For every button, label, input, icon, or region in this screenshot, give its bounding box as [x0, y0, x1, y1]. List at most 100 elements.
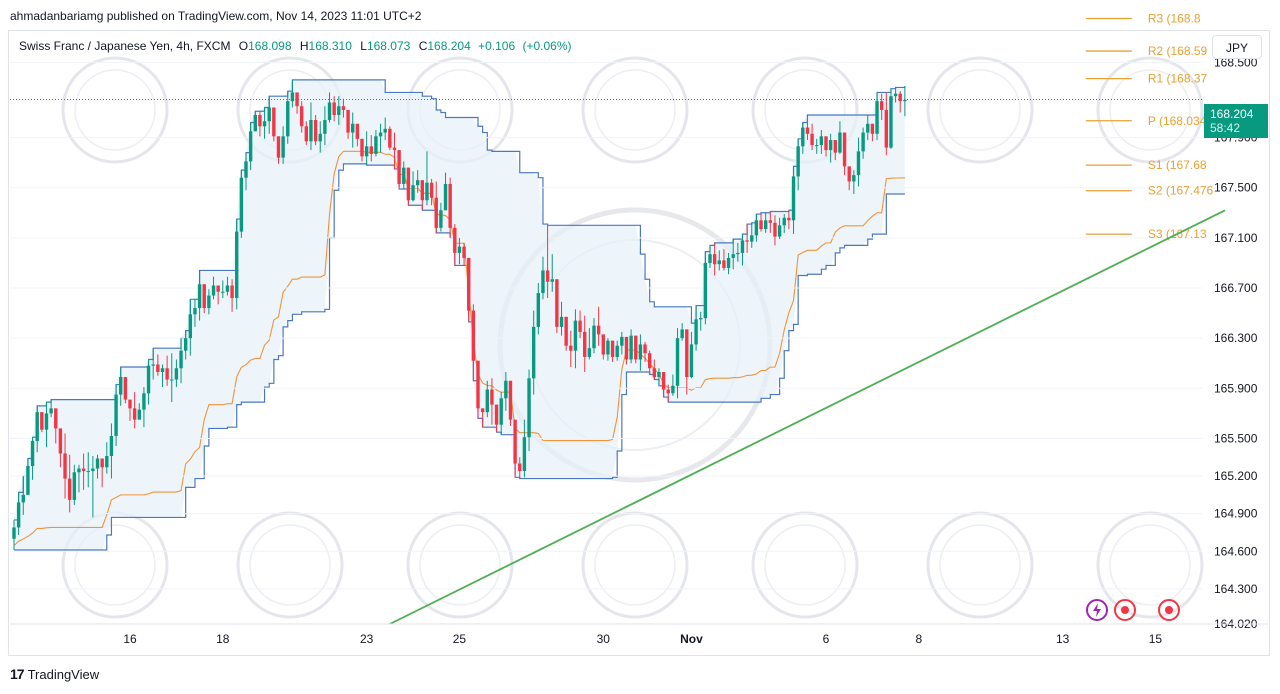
candle	[453, 224, 457, 266]
candle	[467, 257, 471, 322]
candle	[54, 408, 58, 444]
candle	[299, 101, 304, 133]
candle	[666, 384, 670, 403]
x-tick-label: Nov	[680, 632, 703, 646]
candle	[230, 279, 234, 312]
candle	[847, 166, 851, 191]
candle	[406, 167, 411, 206]
change-percent: (+0.06%)	[522, 39, 572, 53]
candle	[197, 270, 202, 321]
candle	[726, 252, 731, 275]
y-tick-label: 167.500	[1214, 181, 1258, 195]
watermark-seal-icon	[581, 511, 689, 619]
candle	[286, 91, 290, 144]
candle	[504, 372, 508, 411]
candle	[309, 102, 313, 151]
pivot-label: R3 (168.8	[1148, 11, 1201, 25]
candle	[272, 107, 276, 142]
y-tick-label: 165.200	[1214, 469, 1258, 483]
candle	[304, 121, 309, 146]
candles	[12, 79, 907, 551]
low-value: 168.073	[366, 39, 411, 53]
candle	[179, 338, 183, 384]
candle	[216, 285, 220, 305]
candle	[499, 392, 503, 435]
candle	[360, 138, 364, 162]
x-tick-label: 6	[823, 632, 830, 646]
candle	[480, 408, 485, 428]
candle	[545, 225, 550, 299]
candle	[58, 428, 63, 468]
y-tick-label: 166.700	[1214, 281, 1258, 295]
candle	[95, 454, 100, 479]
x-tick-label: 8	[915, 632, 922, 646]
candle	[866, 114, 870, 141]
candle	[815, 138, 819, 154]
candle	[782, 214, 786, 233]
candle	[573, 309, 578, 369]
candle	[392, 132, 397, 169]
candle	[550, 254, 554, 292]
candle	[235, 219, 239, 310]
candle	[16, 492, 21, 535]
candle	[119, 366, 123, 406]
alert-lightning-icon[interactable]	[1086, 599, 1108, 621]
candle	[647, 350, 652, 375]
candle	[420, 180, 425, 211]
candle	[754, 214, 759, 242]
candle	[694, 305, 698, 351]
candle	[72, 464, 77, 505]
candle	[462, 242, 466, 266]
candle	[132, 392, 137, 429]
candle	[606, 338, 610, 361]
candle	[898, 91, 902, 113]
candle	[40, 412, 44, 433]
last-price-tag: 168.204 58:42	[1204, 104, 1268, 138]
candle	[355, 123, 360, 147]
watermark-seal-icon	[926, 56, 1034, 164]
candle	[137, 403, 141, 420]
y-tick-label: 165.500	[1214, 431, 1258, 445]
watermark-seal-icon	[406, 511, 514, 619]
candle	[439, 202, 443, 232]
candle	[856, 137, 861, 187]
open-value: 168.098	[248, 39, 292, 53]
candle	[160, 364, 165, 388]
symbol-name: Swiss Franc / Japanese Yen, 4h, FXCM	[19, 39, 231, 53]
candle	[620, 331, 624, 355]
record-icon-secondary[interactable]	[1158, 599, 1180, 621]
record-icon[interactable]	[1114, 599, 1136, 621]
candle	[703, 251, 708, 325]
x-tick-label: 16	[123, 632, 137, 646]
pivot-label: R2 (168.59	[1148, 44, 1208, 58]
candle	[768, 211, 773, 233]
published-line: ahmadanbariamg published on TradingView.…	[10, 9, 422, 23]
candle	[689, 331, 694, 379]
candle	[323, 106, 327, 146]
candle	[26, 458, 30, 495]
close-value: 168.204	[427, 39, 471, 53]
high-label: H	[299, 39, 309, 53]
currency-button[interactable]: JPY	[1212, 35, 1262, 59]
candle	[494, 404, 499, 433]
candle	[100, 458, 104, 488]
candle	[833, 140, 837, 161]
candle	[35, 405, 39, 453]
candle	[875, 92, 879, 141]
candle	[861, 127, 865, 159]
candle	[128, 399, 132, 421]
candle	[675, 328, 680, 399]
candle	[842, 132, 847, 176]
y-tick-label: 166.300	[1214, 331, 1258, 345]
candle	[777, 217, 782, 240]
candle	[267, 96, 271, 134]
candle	[541, 256, 545, 300]
candle	[425, 151, 429, 206]
candle	[638, 334, 643, 371]
candle	[569, 330, 573, 367]
candle	[559, 301, 564, 336]
x-tick-label: 25	[453, 632, 467, 646]
candle	[346, 109, 350, 139]
candle	[893, 87, 898, 103]
